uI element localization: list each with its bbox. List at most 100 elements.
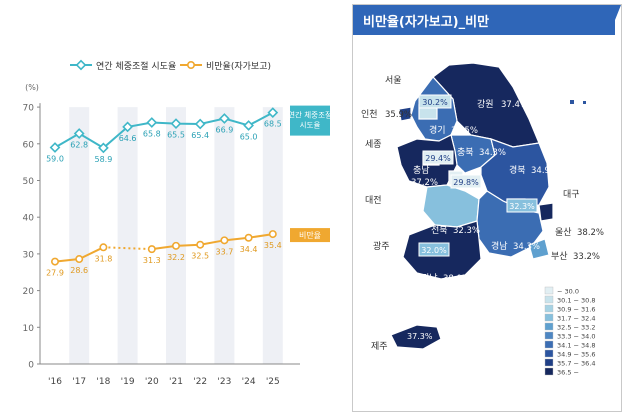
- korea-map: 서울 30.2% 인천 35.9% 강원 37.4% 경기 34.5% 세종 29.4% 충북 34.…: [361, 62, 604, 377]
- data-label: 64.6: [119, 134, 137, 143]
- legend-label: 연간 체중조절 시도율: [96, 60, 176, 72]
- series-marker: [146, 117, 158, 128]
- legend-swatch: [544, 340, 554, 349]
- series-end-box: [290, 105, 330, 136]
- region-value: 33.2%: [573, 252, 600, 262]
- x-tick-label: '18: [96, 377, 110, 387]
- legend-swatch: [544, 349, 554, 358]
- region-value-box: [450, 174, 482, 189]
- region-value-box: [422, 150, 454, 165]
- region-name: 강원: [477, 99, 494, 110]
- region-value: 29.8%: [453, 178, 479, 187]
- data-label: 31.3: [143, 256, 161, 265]
- legend-swatch: [544, 367, 554, 376]
- region-name: 세종: [365, 139, 382, 150]
- region-name: 울산: [555, 227, 572, 238]
- map-region: [390, 324, 442, 350]
- series-marker: [196, 240, 205, 249]
- legend-label: 30.9 ~ 31.6: [557, 306, 596, 314]
- legend-marker: [187, 60, 196, 69]
- map-island: [583, 101, 586, 104]
- y-tick-label: 50: [23, 177, 35, 187]
- region-name: 경북: [509, 164, 526, 176]
- region-value: 34.3%: [513, 242, 540, 252]
- series-end-label-line: 연간 체중조절: [288, 110, 332, 120]
- legend-label: 36.5 ~: [557, 369, 579, 377]
- legend-swatch: [544, 304, 554, 313]
- data-label: 28.6: [70, 266, 88, 275]
- region-name: 인천: [361, 109, 378, 120]
- y-tick-label: 40: [23, 214, 35, 224]
- region-value: 32.3%: [453, 226, 480, 236]
- region-name: 경기: [429, 124, 446, 136]
- x-tick-label: '23: [217, 377, 231, 387]
- series-marker: [50, 257, 59, 266]
- series-marker: [75, 255, 84, 264]
- series-marker: [147, 245, 156, 254]
- region-name: 대구: [563, 189, 580, 200]
- series-marker: [73, 128, 85, 139]
- legend-swatch: [544, 313, 554, 322]
- year-band: [69, 107, 90, 364]
- x-tick-label: '17: [72, 377, 86, 387]
- legend-marker: [75, 59, 87, 71]
- legend-label: 35.7 ~ 36.4: [557, 360, 596, 368]
- y-tick-label: 70: [23, 104, 35, 114]
- map-header-corner: [609, 5, 621, 35]
- x-tick-label: '16: [48, 377, 62, 387]
- map-title: 비만율(자가보고)_비만: [363, 15, 490, 30]
- region-name: 대전: [365, 195, 382, 206]
- data-label: 59.0: [46, 154, 64, 163]
- legend-swatch: [544, 358, 554, 367]
- data-label: 32.5: [191, 252, 209, 261]
- series-end-label: 연간 체중조절 시도율: [288, 110, 332, 130]
- legend-label: ~ 30.0: [557, 288, 579, 296]
- y-tick-label: 30: [23, 250, 35, 260]
- region-value: 30.2%: [422, 98, 448, 107]
- region-value: 38.2%: [577, 228, 604, 238]
- region-name: 서울: [385, 75, 402, 86]
- legend-swatch: [544, 295, 554, 304]
- region-name: 경남: [491, 240, 508, 252]
- region-value: 35.9%: [385, 110, 412, 120]
- data-label: 68.5: [264, 120, 282, 129]
- y-tick-label: 0: [28, 361, 34, 371]
- data-label: 62.8: [70, 141, 88, 150]
- series-marker: [243, 120, 254, 131]
- y-tick-label: 10: [23, 324, 35, 334]
- data-label: 65.5: [167, 131, 185, 140]
- region-value: 34.5%: [451, 126, 478, 136]
- series-marker: [267, 107, 279, 118]
- year-band: [214, 107, 235, 364]
- year-band: [166, 107, 186, 364]
- data-label: 35.4: [264, 241, 282, 250]
- map-header: 비만율(자가보고)_비만: [353, 5, 615, 35]
- data-label: 66.9: [215, 125, 233, 134]
- region-value: 32.3%: [509, 202, 535, 211]
- region-value: 38.0%: [443, 274, 470, 284]
- map-island: [570, 100, 574, 104]
- region-value: 29.4%: [425, 154, 451, 163]
- x-tick-label: '24: [242, 377, 256, 387]
- region-name: 광주: [373, 240, 390, 252]
- x-tick-label: '21: [169, 377, 183, 387]
- series-marker: [194, 118, 206, 130]
- x-tick-label: '20: [145, 377, 159, 387]
- region-name: 충북: [457, 147, 474, 158]
- region-value: 34.3%: [479, 148, 506, 158]
- series-gap-line: [103, 246, 152, 251]
- region-name: 제주: [371, 341, 388, 352]
- data-label: 65.8: [143, 130, 161, 139]
- line-chart: 0 10 20 30 40 50 60 70 (%) '16 '17 '18 '19 '20 '21 '22 '…: [23, 59, 332, 387]
- legend-label: 33.3 ~ 34.0: [557, 333, 596, 341]
- series-line: [151, 233, 273, 251]
- line-chart-panel: 0 10 20 30 40 50 60 70 (%) '16 '17 '18 '19 '20 '21 '22 '…: [22, 59, 332, 387]
- legend-label: 32.5 ~ 33.2: [557, 324, 596, 332]
- data-label: 32.2: [167, 253, 185, 262]
- x-tick-label: '25: [266, 377, 280, 387]
- map-region: [528, 238, 550, 260]
- series-end-label-line: 시도율: [300, 121, 321, 130]
- series-marker: [220, 236, 229, 245]
- region-value: 34.9%: [531, 166, 558, 176]
- series-marker: [219, 113, 230, 124]
